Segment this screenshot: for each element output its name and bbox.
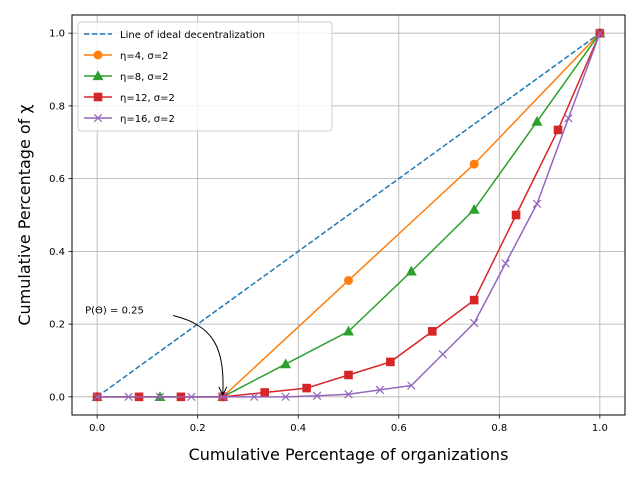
marker-stroke bbox=[155, 392, 165, 402]
data-point bbox=[344, 275, 353, 285]
data-point bbox=[155, 392, 165, 402]
series-4 bbox=[92, 28, 605, 402]
legend-marker bbox=[93, 113, 103, 123]
x-tick-label: 0.4 bbox=[290, 423, 306, 434]
data-point bbox=[468, 203, 480, 214]
marker-stroke bbox=[501, 259, 510, 268]
legend: Line of ideal decentralization η=4, σ=2 η=… bbox=[77, 21, 333, 132]
marker-stroke bbox=[532, 199, 542, 208]
legend-entry: Line of ideal decentralization bbox=[84, 30, 265, 41]
legend-entry: η=8, σ=2 bbox=[84, 70, 169, 83]
data-point bbox=[344, 370, 353, 380]
legend-marker bbox=[93, 92, 103, 102]
data-point bbox=[595, 28, 605, 38]
y-axis-label: Cumulative Percentage of χ bbox=[15, 104, 34, 325]
data-point bbox=[532, 199, 542, 208]
marker-stroke bbox=[375, 385, 385, 395]
data-point bbox=[312, 391, 322, 400]
annotation-arrow bbox=[173, 315, 224, 394]
annotation-arrowhead bbox=[218, 386, 228, 396]
marker-stroke bbox=[281, 392, 290, 402]
data-point bbox=[469, 295, 479, 305]
axis-ticks: 0.0 0.2 0.4 0.6 0.8 1.0 0.0 0.2 0.4 0.6 0.8 1.0 bbox=[49, 29, 608, 434]
x-tick-label: 0.8 bbox=[491, 423, 507, 434]
data-point bbox=[386, 357, 395, 367]
annotation-layer: P(Θ) = 0.25 bbox=[85, 306, 228, 396]
x-tick-label: 0.6 bbox=[391, 423, 407, 434]
x-tick-label: 0.2 bbox=[190, 423, 206, 434]
marker-stroke bbox=[250, 392, 259, 402]
data-point bbox=[531, 115, 543, 126]
series-0 bbox=[96, 32, 601, 398]
legend-label: η=8, σ=2 bbox=[120, 72, 169, 83]
marker-stroke bbox=[312, 391, 322, 400]
plot-series bbox=[91, 27, 606, 402]
data-point bbox=[511, 210, 521, 220]
x-tick-label: 0.0 bbox=[89, 423, 105, 434]
data-point bbox=[92, 392, 102, 402]
data-point bbox=[280, 358, 292, 369]
legend-entry: η=12, σ=2 bbox=[84, 92, 175, 104]
data-point bbox=[405, 265, 417, 276]
data-point bbox=[564, 114, 573, 123]
data-point bbox=[501, 259, 510, 268]
data-point bbox=[407, 381, 416, 390]
marker-stroke bbox=[124, 392, 133, 402]
data-point bbox=[375, 385, 385, 395]
legend-marker bbox=[92, 70, 104, 81]
y-tick-label: 0.2 bbox=[49, 320, 65, 331]
data-point bbox=[553, 125, 563, 135]
data-point bbox=[281, 392, 290, 402]
x-tick-label: 1.0 bbox=[592, 423, 608, 434]
data-point bbox=[187, 392, 196, 402]
x-axis-label: Cumulative Percentage of organizations bbox=[189, 445, 509, 464]
data-point bbox=[438, 350, 447, 359]
data-point bbox=[218, 392, 228, 402]
marker-stroke bbox=[564, 114, 573, 123]
legend-label: η=12, σ=2 bbox=[120, 93, 175, 104]
marker-stroke bbox=[93, 113, 103, 123]
legend-box bbox=[77, 21, 333, 132]
annotation-label: P(Θ) = 0.25 bbox=[85, 306, 144, 317]
y-tick-label: 0.4 bbox=[49, 247, 65, 258]
marker-stroke bbox=[344, 390, 353, 399]
legend-label: η=16, σ=2 bbox=[120, 114, 175, 125]
data-point bbox=[469, 318, 479, 328]
plot-frame bbox=[71, 14, 626, 416]
legend-items: Line of ideal decentralization η=4, σ=2 η=… bbox=[84, 30, 265, 125]
y-tick-label: 0.0 bbox=[49, 392, 65, 403]
data-point bbox=[343, 325, 354, 336]
marker-stroke bbox=[438, 350, 447, 359]
y-tick-label: 1.0 bbox=[49, 29, 65, 40]
marker-stroke bbox=[92, 392, 102, 402]
legend-marker bbox=[93, 50, 103, 60]
legend-label: η=4, σ=2 bbox=[120, 51, 169, 62]
marker-stroke bbox=[218, 392, 228, 402]
data-point bbox=[469, 159, 479, 169]
data-point bbox=[260, 388, 269, 397]
series-line bbox=[96, 32, 601, 398]
legend-entry: η=16, σ=2 bbox=[84, 113, 175, 125]
data-point bbox=[344, 390, 353, 399]
y-tick-label: 0.8 bbox=[49, 101, 65, 112]
marker-stroke bbox=[187, 392, 196, 402]
marker-stroke bbox=[595, 28, 605, 38]
marker-stroke bbox=[407, 381, 416, 390]
legend-entry: η=4, σ=2 bbox=[84, 50, 169, 62]
data-point bbox=[250, 392, 259, 402]
marker-stroke bbox=[469, 318, 479, 328]
data-point bbox=[302, 383, 311, 393]
data-point bbox=[124, 392, 133, 402]
data-point bbox=[428, 327, 437, 336]
y-tick-label: 0.6 bbox=[49, 174, 65, 185]
legend-label: Line of ideal decentralization bbox=[120, 30, 265, 41]
